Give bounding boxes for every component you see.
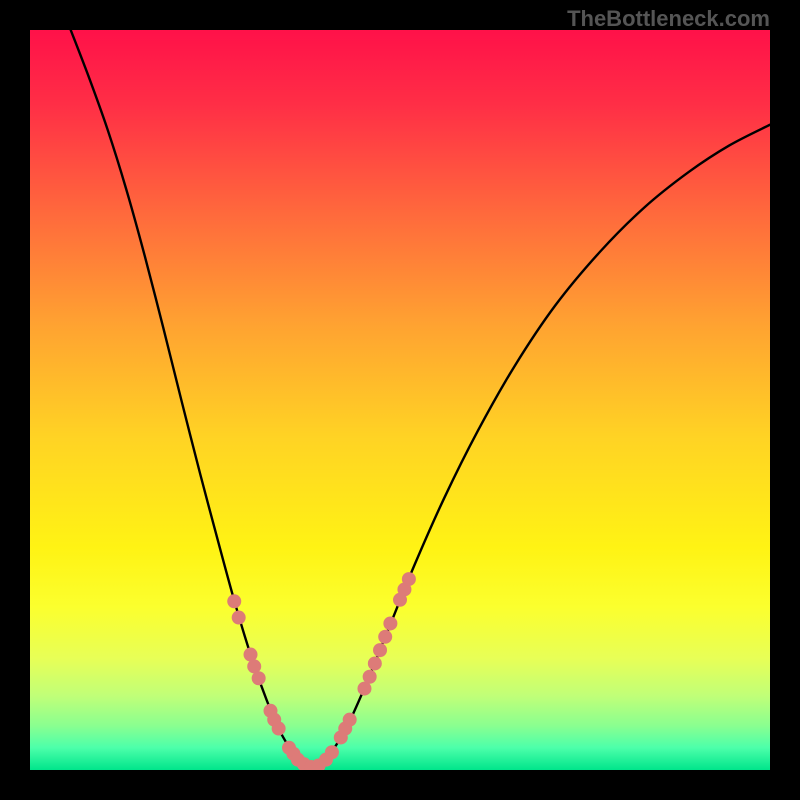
chart-svg (30, 30, 770, 770)
marker-point (244, 648, 258, 662)
marker-point (373, 643, 387, 657)
marker-point (325, 745, 339, 759)
marker-point (402, 572, 416, 586)
marker-point (227, 594, 241, 608)
plot-area (30, 30, 770, 770)
marker-point (272, 722, 286, 736)
marker-point (378, 630, 392, 644)
marker-point (252, 671, 266, 685)
chart-outer: TheBottleneck.com (0, 0, 800, 800)
watermark-text: TheBottleneck.com (567, 6, 770, 32)
marker-point (383, 616, 397, 630)
marker-point (232, 611, 246, 625)
marker-point (363, 670, 377, 684)
marker-point (368, 656, 382, 670)
marker-point (343, 713, 357, 727)
gradient-background (30, 30, 770, 770)
